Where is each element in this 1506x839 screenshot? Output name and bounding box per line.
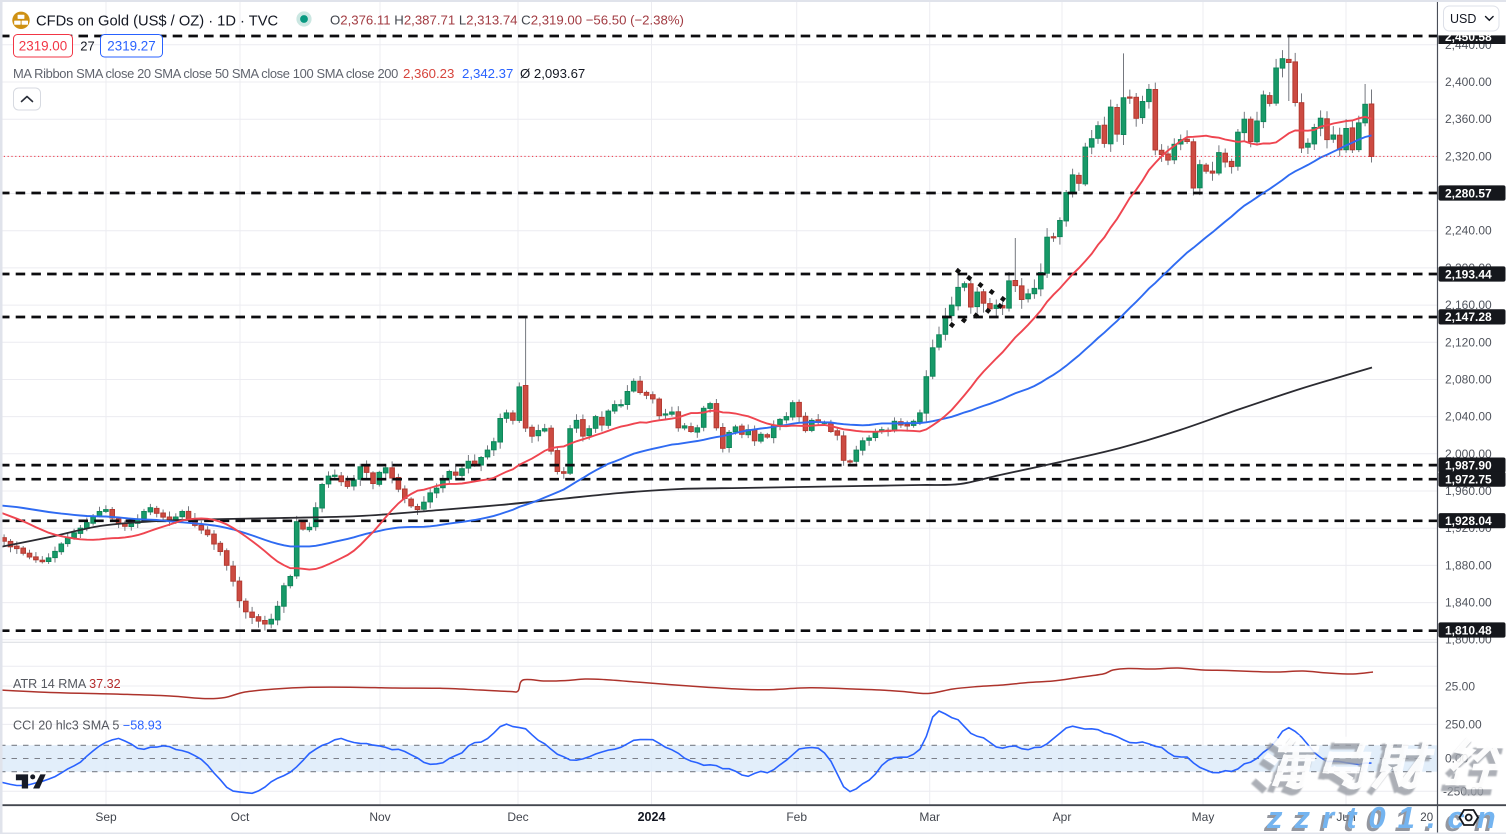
svg-text:2,280.57: 2,280.57 xyxy=(1445,186,1492,200)
svg-text:2,360.23: 2,360.23 xyxy=(403,66,454,81)
svg-text:Feb: Feb xyxy=(786,810,807,824)
svg-text:1,928.04: 1,928.04 xyxy=(1445,514,1492,528)
svg-text:2319.27: 2319.27 xyxy=(107,38,155,53)
svg-text:2,360.00: 2,360.00 xyxy=(1445,112,1492,126)
svg-text:1,880.00: 1,880.00 xyxy=(1445,558,1492,572)
svg-text:2,120.00: 2,120.00 xyxy=(1445,335,1492,349)
svg-text:CFDs on Gold (US$ / OZ) · 1D ·: CFDs on Gold (US$ / OZ) · 1D · TVC xyxy=(36,13,279,29)
svg-text:May: May xyxy=(1192,810,1215,824)
svg-text:2,240.00: 2,240.00 xyxy=(1445,224,1492,238)
svg-text:2,320.00: 2,320.00 xyxy=(1445,149,1492,163)
svg-text:Mar: Mar xyxy=(919,810,940,824)
svg-text:Sep: Sep xyxy=(95,810,117,824)
svg-text:1,840.00: 1,840.00 xyxy=(1445,596,1492,610)
svg-text:2,147.28: 2,147.28 xyxy=(1445,310,1492,324)
svg-text:2,080.00: 2,080.00 xyxy=(1445,373,1492,387)
svg-text:Ø 2,093.67: Ø 2,093.67 xyxy=(520,66,585,81)
svg-text:2024: 2024 xyxy=(638,810,666,824)
svg-text:2,193.44: 2,193.44 xyxy=(1445,267,1492,281)
svg-text:zzrt01.cn: zzrt01.cn xyxy=(1266,800,1506,834)
svg-text:250.00: 250.00 xyxy=(1445,718,1482,732)
svg-text:25.00: 25.00 xyxy=(1445,679,1475,693)
svg-text:2,400.00: 2,400.00 xyxy=(1445,75,1492,89)
svg-text:USD: USD xyxy=(1450,12,1476,26)
svg-text:2,342.37: 2,342.37 xyxy=(462,66,513,81)
svg-text:Nov: Nov xyxy=(369,810,390,824)
svg-text:1,810.48: 1,810.48 xyxy=(1445,623,1492,637)
svg-text:Dec: Dec xyxy=(507,810,528,824)
svg-text:27: 27 xyxy=(80,38,94,53)
svg-text:2,040.00: 2,040.00 xyxy=(1445,410,1492,424)
svg-text:ATR 14 RMA 37.32: ATR 14 RMA 37.32 xyxy=(13,677,121,691)
svg-text:MA Ribbon SMA close 20 SMA clo: MA Ribbon SMA close 20 SMA close 50 SMA … xyxy=(13,66,398,81)
svg-text:O2,376.11 H2,387.71 L2,313.74: O2,376.11 H2,387.71 L2,313.74 C2,319.00 … xyxy=(330,12,684,27)
svg-text:Oct: Oct xyxy=(231,810,250,824)
svg-text:Apr: Apr xyxy=(1053,810,1072,824)
svg-text:1,972.75: 1,972.75 xyxy=(1445,473,1492,487)
svg-text:2319.00: 2319.00 xyxy=(19,38,67,53)
svg-text:1,987.90: 1,987.90 xyxy=(1445,458,1492,472)
svg-text:CCI 20 hlc3 SMA 5 −58.93: CCI 20 hlc3 SMA 5 −58.93 xyxy=(13,719,162,733)
